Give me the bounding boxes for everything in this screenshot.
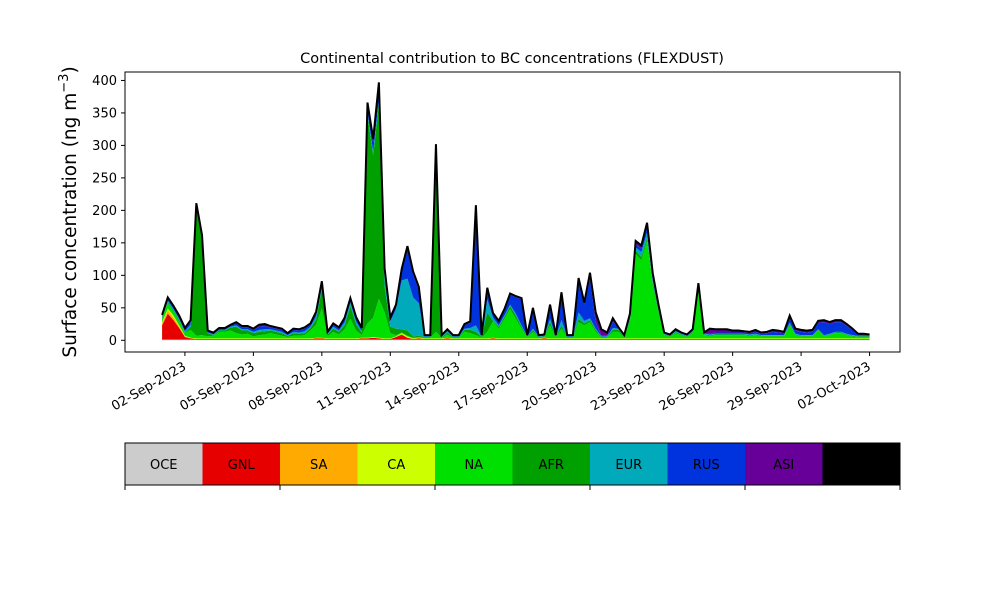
area-oce: [162, 339, 870, 341]
x-tick-label: 26-Sep-2023: [657, 359, 737, 414]
x-tick-label: 29-Sep-2023: [725, 359, 805, 414]
x-tick-label: 02-Oct-2023: [795, 359, 873, 413]
colorbar-legend: OCE GNL SA CA NA AFR EUR RUS ASI AUS: [124, 442, 901, 490]
colorbar-frame: [124, 442, 901, 486]
legend-swatch-gnl: [202, 443, 281, 485]
y-tick-label: 300: [92, 139, 117, 154]
legend-swatch-aus: [822, 443, 901, 485]
y-tick-label: 150: [92, 236, 117, 251]
legend-swatch-ca: [357, 443, 436, 485]
legend-label-sa: SA: [310, 458, 327, 473]
legend-label-na: NA: [464, 458, 483, 473]
legend-swatch-rus: [667, 443, 746, 485]
y-tick-label: 400: [92, 74, 117, 89]
legend-label-ca: CA: [387, 458, 405, 473]
y-axis-label-close: ): [60, 66, 81, 73]
legend-label-aus: AUS: [848, 458, 875, 473]
y-tick-label: 0: [109, 334, 117, 349]
area-na: [162, 240, 870, 339]
legend-label-asi: ASI: [773, 458, 794, 473]
y-tick-label: 350: [92, 106, 117, 121]
legend-label-rus: RUS: [693, 458, 720, 473]
legend-swatch-oce: [125, 443, 203, 485]
y-axis-label-main: Surface concentration (ng m: [60, 93, 81, 358]
x-tick-label: 23-Sep-2023: [588, 359, 668, 414]
y-axis-label-exponent: −3: [57, 74, 72, 93]
legend-label-eur: EUR: [615, 458, 642, 473]
x-tick-label: 08-Sep-2023: [246, 359, 326, 414]
x-tick-label: 20-Sep-2023: [520, 359, 600, 414]
legend-swatch-na: [435, 443, 513, 485]
x-tick-label: 17-Sep-2023: [451, 359, 531, 414]
x-tick-label: 14-Sep-2023: [383, 359, 463, 414]
legend-swatch-sa: [280, 443, 358, 485]
area-rus: [162, 85, 870, 337]
y-tick-label: 250: [92, 171, 117, 186]
plot-frame: [124, 71, 901, 353]
y-axis-label: Surface concentration (ng m−3): [57, 66, 81, 357]
legend-swatch-asi: [745, 443, 823, 485]
x-axis-ticks: 02-Sep-202305-Sep-202308-Sep-202311-Sep-…: [109, 352, 874, 414]
legend-label-afr: AFR: [539, 458, 564, 473]
legend-label-gnl: GNL: [228, 458, 256, 473]
x-tick-label: 02-Sep-2023: [109, 359, 189, 414]
y-axis-ticks: 0 50 100 150 200 250 300 350 400: [92, 74, 125, 349]
x-tick-label: 11-Sep-2023: [314, 359, 394, 414]
y-tick-label: 50: [100, 301, 117, 316]
legend-swatch-afr: [512, 443, 591, 485]
total-concentration-line: [161, 82, 870, 338]
legend-label-oce: OCE: [150, 458, 178, 473]
stacked-area-layers: [162, 82, 870, 341]
y-tick-label: 100: [92, 269, 117, 284]
x-tick-label: 05-Sep-2023: [178, 359, 258, 414]
legend-swatch-eur: [590, 443, 668, 485]
chart-title: Continental contribution to BC concentra…: [300, 51, 724, 67]
y-tick-label: 200: [92, 204, 117, 219]
